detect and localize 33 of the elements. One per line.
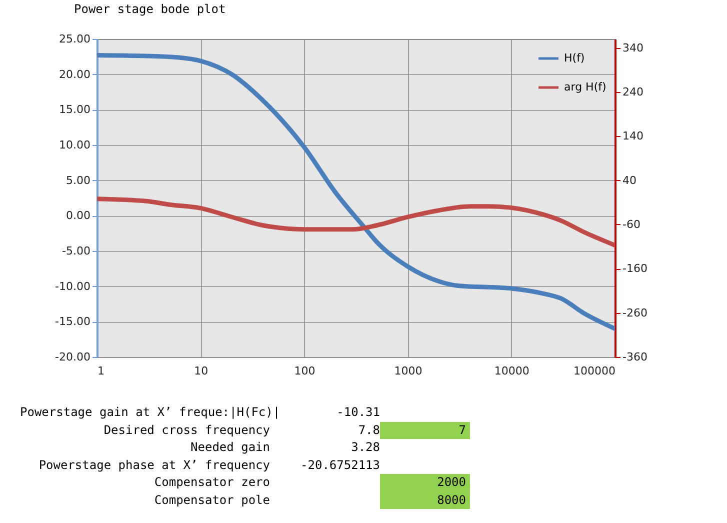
y-tick-label: 0.00 xyxy=(66,209,90,222)
y-tick-label: 10.00 xyxy=(59,138,90,152)
y2-tick-label: 340 xyxy=(622,41,644,54)
x-tick-label: 1 xyxy=(98,364,104,378)
y-tick-label: -20.00 xyxy=(55,350,90,364)
x-tick-label: 100000 xyxy=(574,364,616,378)
x-tick-label: 10000 xyxy=(494,364,530,378)
chart-title: Power stage bode plot xyxy=(74,2,226,16)
y2-tick-label: -260 xyxy=(622,306,648,320)
text: Compensator pole 8000 xyxy=(154,492,466,506)
y2-tick-label: -160 xyxy=(622,262,648,276)
y2-tick-label: 40 xyxy=(622,174,636,187)
legend-label: H(f) xyxy=(564,52,585,64)
y-tick-label: 20.00 xyxy=(59,68,90,81)
y-tick-label: 25.00 xyxy=(59,32,90,46)
y2-tick-label: 240 xyxy=(622,86,644,98)
x-tick-label: 10 xyxy=(194,364,208,378)
y-tick-label: -10.00 xyxy=(55,280,90,293)
text: Compensator zero 2000 xyxy=(154,475,466,489)
x-tick-label: 100 xyxy=(294,364,316,378)
y2-tick-label: 140 xyxy=(622,130,644,143)
y2-tick-label: -360 xyxy=(622,350,648,364)
text: Powerstage phase at X’ frequency -20.6752113 xyxy=(38,458,380,472)
x-tick-label: 1000 xyxy=(394,364,422,378)
text: Powerstage gain at X’ freque:|H(Fc)| -10.31 xyxy=(20,405,380,419)
y2-tick-label: -60 xyxy=(622,218,640,231)
y-tick-label: -15.00 xyxy=(55,315,90,328)
y-tick-label: -5.00 xyxy=(62,244,90,258)
legend-label: arg H(f) xyxy=(564,80,606,94)
text: Desired cross frequency 7.8 7 xyxy=(104,422,466,436)
text: Needed gain 3.28 xyxy=(190,440,380,454)
y-tick-label: 5.00 xyxy=(66,174,90,187)
y-tick-label: 15.00 xyxy=(59,103,90,116)
